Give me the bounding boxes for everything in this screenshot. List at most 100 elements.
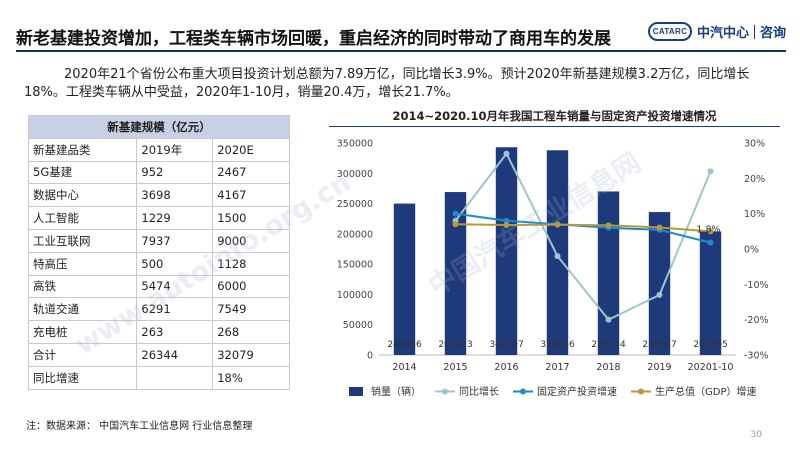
- series-point: [707, 228, 714, 235]
- series-point: [503, 221, 510, 228]
- y-left-tick-label: 0: [367, 351, 373, 362]
- intro-paragraph: 2020年21个省份公布重大项目投资计划总额为7.89万亿，同比增长3.9%。预…: [24, 67, 750, 100]
- y-left-tick-label: 250000: [337, 199, 373, 210]
- y-left-tick-label: 300000: [337, 169, 373, 180]
- legend-label: 生产总值（GDP）增速: [655, 385, 756, 398]
- series-point: [605, 316, 612, 323]
- series-point: [554, 253, 561, 260]
- table-cell: 6000: [212, 274, 290, 299]
- table-cell: 工业互联网: [27, 228, 138, 253]
- table-cell: 18%: [212, 365, 290, 390]
- bar: [546, 150, 569, 355]
- x-tick-label: 2019: [647, 362, 671, 373]
- table-cell: 7937: [136, 228, 214, 253]
- x-tick-label: 2015: [443, 362, 467, 373]
- table-row: 同比增速 18%: [27, 365, 290, 390]
- table-cell: 充电桩: [27, 320, 138, 344]
- bar: [699, 231, 722, 355]
- series-line: [455, 212, 711, 244]
- page-number: 30: [750, 430, 762, 440]
- page-title: 新老基建投资增加，工程类车辆市场回暖，重启经济的同时带动了商用车的发展: [16, 29, 611, 49]
- table-cell: 特高压: [27, 251, 138, 276]
- table-header-2019: 2019年: [136, 137, 214, 162]
- table-cell: 500: [136, 251, 214, 276]
- legend-swatch: [349, 387, 363, 396]
- brand: CATARC 中汽中心 咨询: [647, 22, 786, 41]
- bar-data-label: 269023: [438, 340, 472, 350]
- bar: [597, 191, 620, 355]
- table-cell: 2467: [212, 160, 290, 185]
- table-cell: 32079: [212, 342, 290, 367]
- x-tick-label: 2016: [494, 362, 518, 373]
- table-cell: 轨道交通: [27, 297, 138, 322]
- table-row: 轨道交通 6291 7549: [27, 297, 290, 322]
- series-point: [656, 291, 663, 298]
- legend-label: 固定资产投资增速: [537, 385, 617, 398]
- series-point: [656, 224, 663, 231]
- table-cell: 3698: [136, 183, 214, 208]
- brand-logo-icon: CATARC: [647, 22, 692, 41]
- bar: [444, 192, 467, 355]
- series-point: [503, 217, 510, 224]
- y-right-tick-label: -30%: [744, 351, 769, 362]
- brand-sub: 咨询: [759, 26, 786, 41]
- table-cell: 1500: [212, 206, 290, 230]
- table-cell: 5G基建: [27, 160, 138, 185]
- table-row: 高铁 5474 6000: [27, 274, 290, 299]
- legend-swatch: [442, 388, 448, 395]
- chart-plot: 0 50000 100000 150000 200000 250000 300000 3500…: [337, 139, 769, 399]
- legend-label: 销量（辆）: [371, 385, 421, 398]
- series-point: [452, 210, 459, 217]
- table-header-2020e: 2020E: [212, 137, 290, 162]
- bar-data-label: 236547: [642, 340, 676, 350]
- header-rule: [16, 50, 786, 52]
- table-row: 合计 26344 32079: [27, 342, 290, 367]
- y-right-tick-label: -10%: [744, 280, 769, 291]
- y-right-tick-label: 0%: [744, 245, 759, 256]
- table-cell: 26344: [136, 342, 214, 367]
- table-cell: 9000: [212, 228, 290, 253]
- bar-data-label: 204395: [693, 340, 727, 350]
- y-left-tick-label: 50000: [343, 320, 373, 331]
- brand-divider: [753, 24, 755, 39]
- table-cell: 高铁: [27, 274, 138, 299]
- bar-data-label: 342797: [489, 340, 523, 350]
- table-row: 数据中心 3698 4167: [27, 183, 290, 208]
- y-left-tick-label: 200000: [337, 229, 373, 240]
- table-cell: [136, 365, 214, 390]
- x-tick-label: 2018: [596, 362, 620, 373]
- table-row: 人工智能 1229 1500: [27, 206, 290, 230]
- table-cell: 同比增速: [27, 365, 138, 390]
- bar-data-label: 249956: [387, 340, 422, 350]
- table-row: 工业互联网 7937 9000: [27, 228, 290, 253]
- bar: [495, 147, 518, 355]
- series-point: [452, 221, 459, 228]
- series-point: [605, 222, 612, 229]
- table-cell: 1128: [212, 251, 290, 276]
- series-line: [455, 223, 711, 233]
- table-cell: 数据中心: [27, 183, 138, 208]
- series-point: [707, 168, 714, 175]
- table-row: 充电桩 263 268: [27, 320, 290, 344]
- y-left-tick-label: 150000: [337, 260, 373, 271]
- y-left-tick-label: 350000: [337, 139, 373, 150]
- table-cell: 1229: [136, 206, 214, 230]
- sales-investment-chart: 2014~2020.10月年我国工程车销量与固定资产投资增速情况 0 50000 1…: [321, 105, 788, 405]
- legend-swatch: [520, 388, 526, 395]
- table-row: 特高压 500 1128: [27, 251, 290, 276]
- table-cell: 合计: [27, 342, 138, 367]
- infrastructure-table: 新基建规模（亿元） 新基建品类 2019年 2020E 5G基建 952 2467 …: [27, 115, 290, 390]
- y-right-tick-label: 20%: [744, 174, 765, 185]
- y-right-tick-label: -20%: [744, 315, 769, 326]
- chart-title-rule: [329, 126, 780, 127]
- y-right-tick-label: 10%: [744, 209, 765, 220]
- y-right-tick-label: 30%: [744, 139, 765, 150]
- legend-swatch: [638, 388, 644, 395]
- series-line: [454, 151, 712, 321]
- x-tick-label: 2014: [392, 362, 416, 373]
- bar-data-label: 270754: [591, 340, 626, 350]
- series-point: [554, 221, 561, 228]
- series-point: [707, 239, 714, 246]
- bar: [648, 212, 671, 355]
- table-row: 5G基建 952 2467: [27, 160, 290, 185]
